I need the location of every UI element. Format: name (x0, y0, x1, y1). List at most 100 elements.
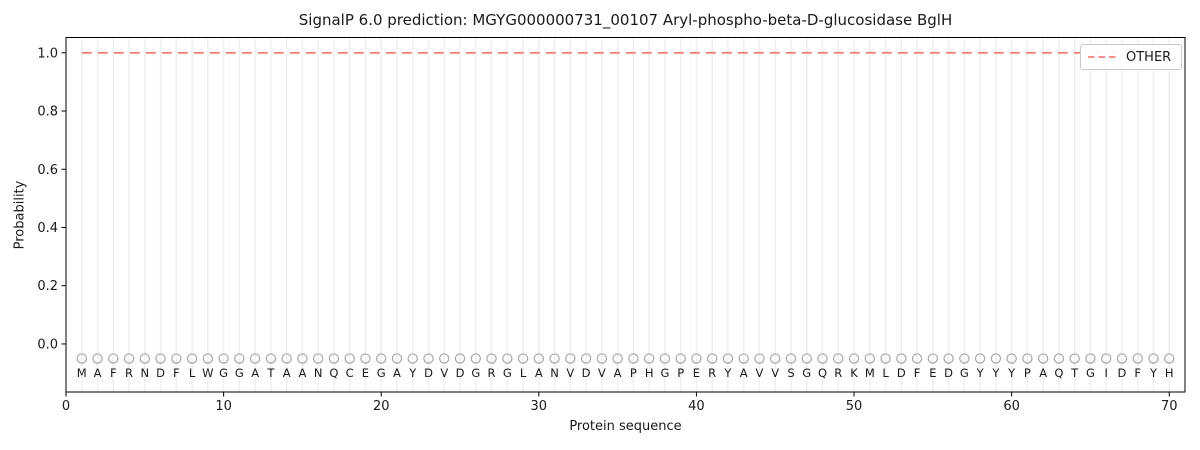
residue-marker-circle (864, 353, 875, 364)
chart-title: SignalP 6.0 prediction: MGYG000000731_00… (298, 11, 953, 29)
residue-marker-circle (833, 353, 844, 364)
residue-marker-circle (423, 353, 434, 364)
residue-letter: V (566, 366, 574, 380)
residue-letter: G (471, 366, 480, 380)
residue-marker-circle (848, 353, 860, 364)
residue-letter: G (960, 366, 969, 380)
residue-marker-circle (1006, 353, 1017, 364)
residue-letter: A (94, 366, 102, 380)
residue-marker-circle (1069, 353, 1080, 364)
residue-marker-circle (911, 353, 923, 364)
residue-letter: R (488, 366, 496, 380)
residue-marker-circle (439, 353, 450, 364)
y-tick-label: 0.6 (37, 163, 58, 178)
residue-marker-circle (801, 353, 812, 364)
residue-marker-circle (785, 353, 797, 364)
residue-letter: R (708, 366, 716, 380)
y-axis-label: Probability (12, 180, 28, 250)
residue-letter: F (110, 366, 117, 380)
residue-letter: A (283, 366, 291, 380)
residue-marker-circle (974, 353, 986, 364)
legend: OTHER (1080, 44, 1182, 70)
residue-letter: P (1024, 366, 1031, 380)
residue-letter: P (630, 366, 637, 380)
residue-letter: V (440, 366, 448, 380)
residue-letter: F (173, 366, 180, 380)
residue-letter: Q (329, 366, 338, 380)
residue-letter: P (677, 366, 684, 380)
residue-letter: E (693, 366, 700, 380)
residue-letter: V (598, 366, 606, 380)
residue-marker-circle (328, 353, 340, 364)
residue-marker-circle (691, 353, 702, 364)
legend-line-sample (1088, 56, 1118, 58)
residue-letter: G (219, 366, 228, 380)
residue-marker-circle (896, 353, 907, 364)
residue-letter: A (740, 366, 748, 380)
x-tick-label: 40 (688, 399, 705, 414)
residue-marker-circle (1164, 353, 1175, 364)
residue-letter: R (125, 366, 133, 380)
residue-letter: G (503, 366, 512, 380)
residue-letter: N (314, 366, 323, 380)
y-tick-label: 1.0 (37, 46, 58, 61)
residue-marker-circle (596, 353, 608, 364)
residue-letter: F (914, 366, 921, 380)
residue-letter: C (346, 366, 354, 380)
x-tick-label: 0 (62, 399, 70, 414)
residue-letter: A (393, 366, 401, 380)
residue-marker-circle (202, 353, 214, 364)
residue-letter: D (424, 366, 433, 380)
residue-letter: Y (408, 366, 417, 380)
residue-marker-circle (706, 353, 718, 364)
residue-letter: M (77, 366, 87, 380)
residue-letter: Y (1007, 366, 1016, 380)
residue-letter: N (550, 366, 559, 380)
residue-letter: Y (991, 366, 1000, 380)
residue-letter: S (787, 366, 794, 380)
residue-marker-circle (76, 353, 87, 364)
residue-marker-circle (628, 353, 639, 364)
residue-letter: E (929, 366, 936, 380)
residue-letter: L (189, 366, 196, 380)
x-axis: 0 10 20 30 40 50 60 70 (62, 392, 1178, 414)
residue-marker-circle (171, 353, 182, 364)
residue-marker-circle (186, 353, 198, 364)
residue-letter: G (377, 366, 386, 380)
residue-letter: D (897, 366, 906, 380)
residue-marker-circle (1116, 353, 1128, 364)
residue-marker-circle (376, 353, 387, 364)
residue-letter: Y (976, 366, 985, 380)
residue-letter: I (1104, 366, 1107, 380)
residue-marker-circle (155, 353, 166, 364)
residue-marker-circle (817, 353, 828, 364)
residue-marker-circle (675, 353, 686, 364)
residue-letter: E (362, 366, 369, 380)
y-tick-label: 0.2 (37, 279, 58, 294)
residue-marker-circle (927, 353, 939, 364)
residue-marker-circle (486, 353, 497, 364)
y-axis: 0.0 0.2 0.4 0.6 0.8 1.0 (37, 46, 66, 352)
residue-marker-circle (1132, 353, 1143, 364)
residue-letter: Q (818, 366, 827, 380)
residue-marker-circle (1022, 353, 1033, 364)
residue-marker-circle (108, 353, 119, 364)
residue-marker-circle (1100, 353, 1112, 364)
residue-marker-circle (722, 353, 734, 364)
residue-marker-circle (643, 353, 655, 364)
residue-marker-circle (1148, 353, 1159, 364)
residue-letter: F (1134, 366, 1141, 380)
residue-marker-circle (297, 353, 308, 364)
residue-letter: D (156, 366, 165, 380)
residue-letter: A (1039, 366, 1047, 380)
residue-letter: Y (1149, 366, 1158, 380)
residue-marker-circle (312, 353, 324, 364)
residue-letter: V (771, 366, 779, 380)
residue-marker-circle (470, 353, 481, 364)
residue-marker-circle (549, 353, 560, 364)
residue-letter: D (456, 366, 465, 380)
residue-marker-circle (517, 353, 529, 364)
x-tick-label: 20 (373, 399, 390, 414)
